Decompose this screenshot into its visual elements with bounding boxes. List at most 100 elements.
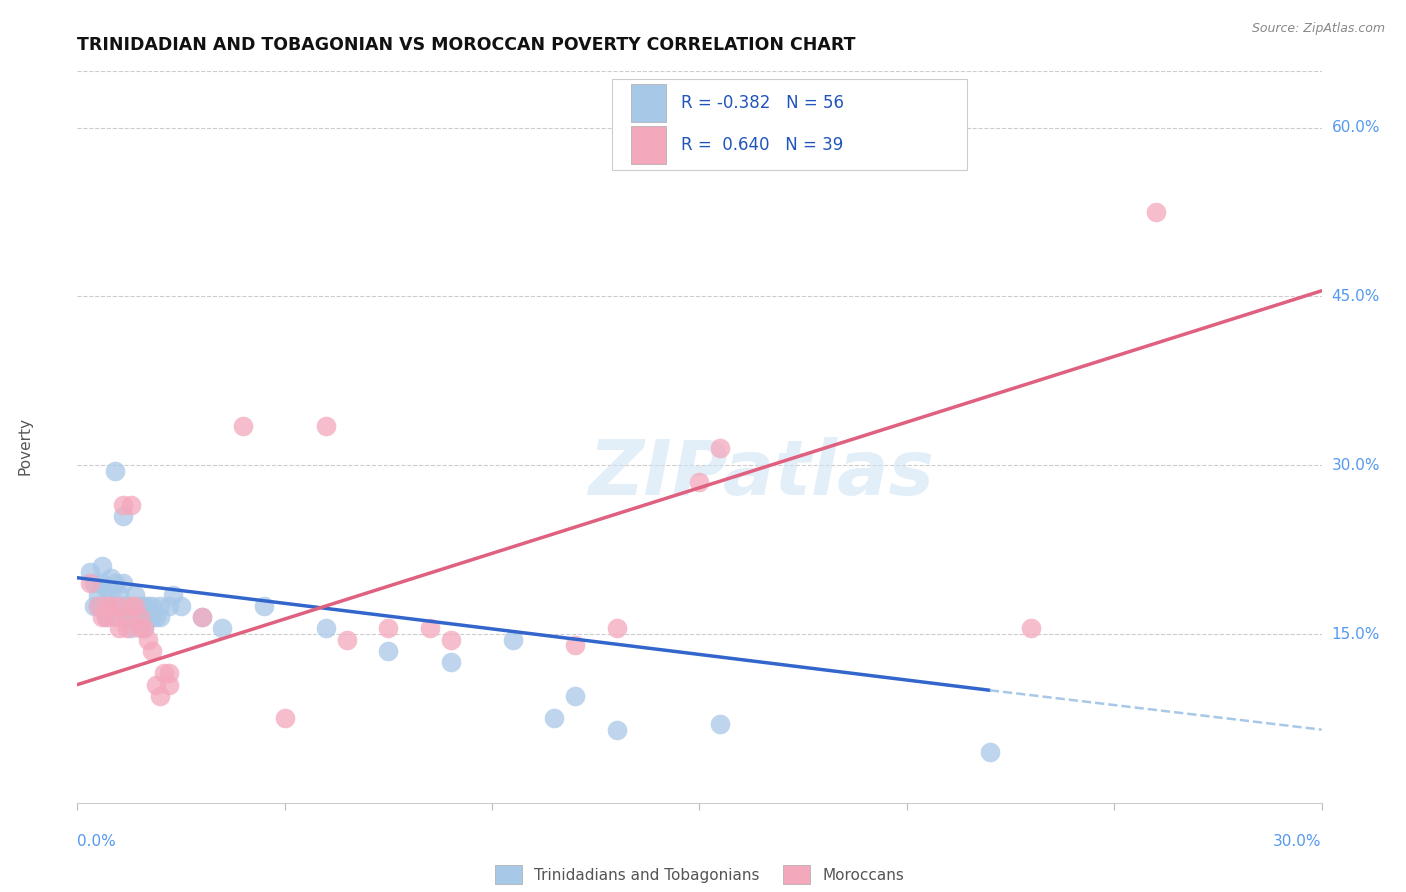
Point bbox=[1144, 205, 1167, 219]
Point bbox=[315, 418, 337, 433]
Point bbox=[104, 599, 127, 613]
Point bbox=[120, 498, 142, 512]
Point bbox=[564, 638, 586, 652]
Point bbox=[100, 599, 122, 613]
Point bbox=[145, 678, 167, 692]
Point bbox=[440, 655, 463, 669]
Text: R =  0.640   N = 39: R = 0.640 N = 39 bbox=[681, 136, 844, 154]
Point bbox=[1021, 621, 1043, 635]
Text: 30.0%: 30.0% bbox=[1331, 458, 1379, 473]
Point bbox=[108, 599, 131, 613]
Point bbox=[136, 610, 159, 624]
Text: Poverty: Poverty bbox=[18, 417, 32, 475]
Point bbox=[149, 689, 172, 703]
Point bbox=[120, 599, 142, 613]
Point bbox=[111, 576, 134, 591]
Point bbox=[108, 621, 131, 635]
Point bbox=[87, 588, 110, 602]
Point bbox=[96, 599, 118, 613]
Point bbox=[170, 599, 193, 613]
Point bbox=[111, 599, 134, 613]
Point bbox=[440, 632, 463, 647]
Point bbox=[108, 588, 131, 602]
Point bbox=[606, 723, 628, 737]
Point bbox=[709, 442, 731, 456]
Point bbox=[157, 599, 180, 613]
Point bbox=[120, 599, 142, 613]
Bar bbox=[631, 85, 666, 122]
Text: 0.0%: 0.0% bbox=[77, 834, 117, 849]
Point bbox=[157, 666, 180, 681]
Text: 60.0%: 60.0% bbox=[1331, 120, 1379, 135]
Point bbox=[100, 571, 122, 585]
Legend: Trinidadians and Tobagonians, Moroccans: Trinidadians and Tobagonians, Moroccans bbox=[488, 859, 911, 890]
Point bbox=[128, 621, 150, 635]
Point bbox=[709, 717, 731, 731]
Point bbox=[124, 599, 146, 613]
Point bbox=[191, 610, 214, 624]
Point bbox=[211, 621, 233, 635]
Point bbox=[232, 418, 254, 433]
Point bbox=[79, 565, 101, 579]
Point bbox=[157, 678, 180, 692]
Point bbox=[543, 711, 565, 725]
Point bbox=[145, 610, 167, 624]
Point bbox=[191, 610, 214, 624]
Point bbox=[132, 599, 155, 613]
Bar bbox=[613, 78, 967, 170]
Text: 45.0%: 45.0% bbox=[1331, 289, 1379, 304]
Point bbox=[419, 621, 441, 635]
Point bbox=[979, 745, 1001, 759]
Point bbox=[132, 621, 155, 635]
Point bbox=[104, 464, 127, 478]
Point bbox=[136, 632, 159, 647]
Point bbox=[141, 644, 163, 658]
Point bbox=[253, 599, 276, 613]
Point bbox=[149, 599, 172, 613]
Point bbox=[96, 599, 118, 613]
Point bbox=[115, 599, 138, 613]
Point bbox=[104, 610, 127, 624]
Text: TRINIDADIAN AND TOBAGONIAN VS MOROCCAN POVERTY CORRELATION CHART: TRINIDADIAN AND TOBAGONIAN VS MOROCCAN P… bbox=[77, 36, 856, 54]
Point bbox=[128, 599, 150, 613]
Point bbox=[564, 689, 586, 703]
Point bbox=[606, 621, 628, 635]
Bar bbox=[631, 127, 666, 164]
Point bbox=[83, 576, 105, 591]
Point bbox=[111, 508, 134, 523]
Point bbox=[96, 610, 118, 624]
Point bbox=[96, 582, 118, 596]
Point bbox=[115, 621, 138, 635]
Point bbox=[91, 576, 114, 591]
Point bbox=[274, 711, 297, 725]
Point bbox=[124, 588, 146, 602]
Text: 30.0%: 30.0% bbox=[1274, 834, 1322, 849]
Text: Source: ZipAtlas.com: Source: ZipAtlas.com bbox=[1251, 22, 1385, 36]
Point bbox=[87, 599, 110, 613]
Point bbox=[87, 599, 110, 613]
Point bbox=[128, 610, 150, 624]
Point bbox=[104, 576, 127, 591]
Point bbox=[91, 599, 114, 613]
Point bbox=[79, 576, 101, 591]
Point bbox=[100, 599, 122, 613]
Point bbox=[336, 632, 359, 647]
Point bbox=[91, 559, 114, 574]
Text: R = -0.382   N = 56: R = -0.382 N = 56 bbox=[681, 95, 844, 112]
Point bbox=[124, 599, 146, 613]
Point bbox=[96, 610, 118, 624]
Point bbox=[136, 599, 159, 613]
Point bbox=[162, 588, 184, 602]
Point bbox=[149, 610, 172, 624]
Point bbox=[689, 475, 711, 489]
Point bbox=[100, 588, 122, 602]
Point bbox=[83, 599, 105, 613]
Point bbox=[377, 644, 399, 658]
Point bbox=[111, 498, 134, 512]
Point bbox=[377, 621, 399, 635]
Point bbox=[153, 666, 176, 681]
Point bbox=[91, 610, 114, 624]
Point bbox=[502, 632, 524, 647]
Point bbox=[115, 610, 138, 624]
Point bbox=[132, 621, 155, 635]
